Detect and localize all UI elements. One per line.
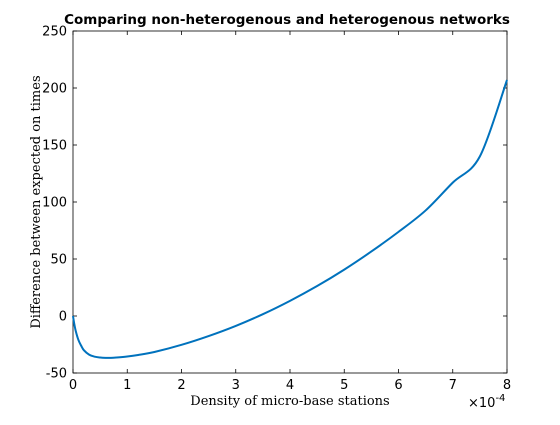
x-multiplier-label: ×10-4 [468, 393, 505, 411]
x-tick-label: 3 [232, 378, 240, 393]
series-line-0 [72, 79, 508, 359]
y-tick-label: 0 [59, 310, 67, 325]
x-tick-label: 5 [340, 378, 348, 393]
x-multiplier-exponent: -4 [495, 393, 505, 404]
x-tick-label: 2 [177, 378, 185, 393]
y-tick-label: 200 [42, 82, 67, 97]
x-tick-label: 6 [394, 378, 402, 393]
x-tick-label: 8 [503, 378, 511, 393]
y-tick-label: 100 [42, 196, 67, 211]
plot-area [72, 30, 508, 374]
series-layer [72, 79, 508, 359]
x-tick-label: 7 [449, 378, 457, 393]
x-multiplier-base: ×10 [468, 396, 495, 411]
x-tick-label: 0 [69, 378, 77, 393]
y-tick-label: -50 [46, 367, 67, 382]
y-tick-label: 250 [42, 25, 67, 40]
y-axis-label: Difference between expected on times [29, 75, 44, 328]
x-tick-label: 1 [123, 378, 131, 393]
x-axis-label: Density of micro-base stations [190, 394, 389, 409]
y-tick-label: 150 [42, 139, 67, 154]
x-tick-label: 4 [286, 378, 294, 393]
chart-title: Comparing non-heterogenous and heterogen… [64, 12, 510, 28]
y-tick-label: 50 [50, 253, 67, 268]
